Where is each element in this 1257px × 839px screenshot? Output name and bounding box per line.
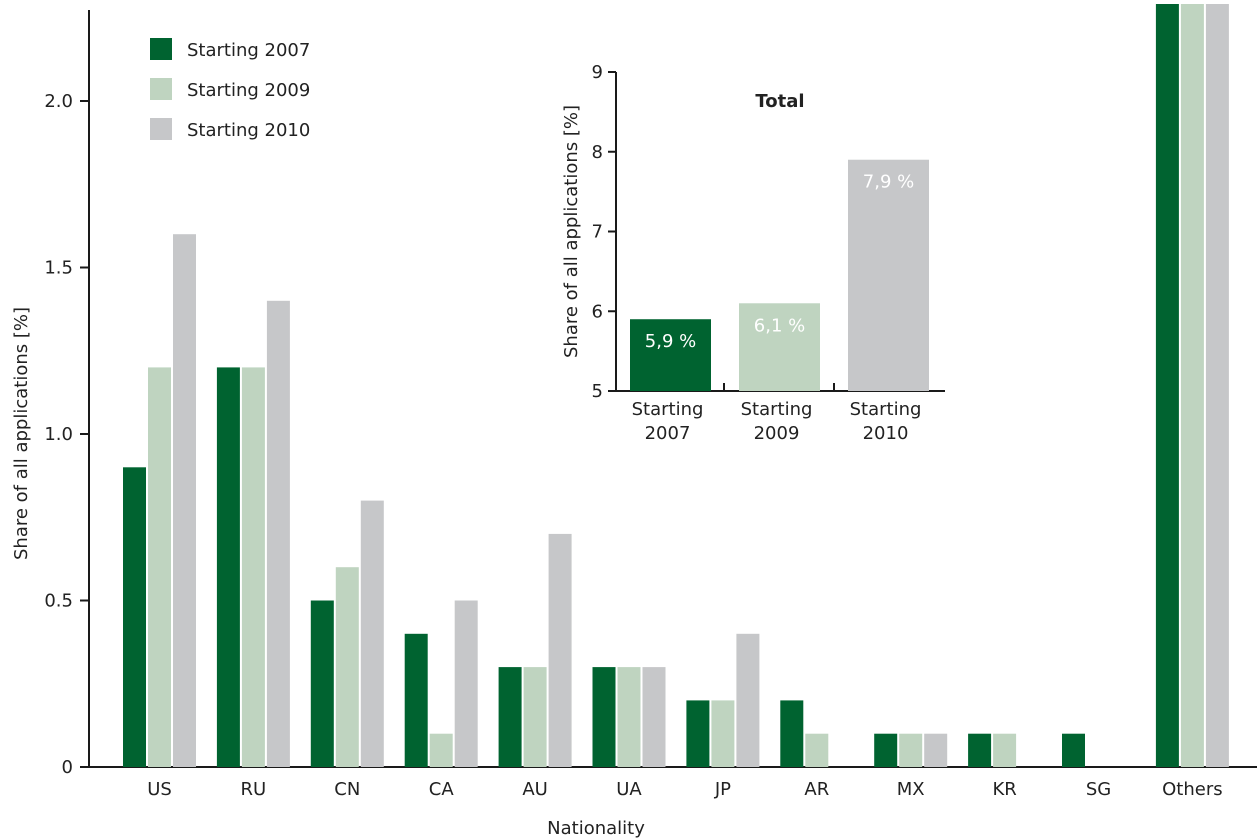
x-tick-label: JP [714, 779, 731, 800]
bar [780, 700, 804, 767]
inset-y-tick-label: 5 [592, 381, 603, 402]
bar [241, 367, 265, 767]
bar [173, 234, 196, 767]
bar-group-ua [592, 667, 666, 767]
bar [360, 500, 384, 767]
x-tick-label: Others [1162, 779, 1223, 800]
y-tick-label: 0 [62, 757, 73, 778]
inset-x-tick-label: 2010 [863, 423, 909, 444]
x-tick-label: SG [1086, 779, 1111, 800]
bar [266, 300, 290, 767]
bar-group-ru [216, 300, 290, 767]
inset-bar [630, 319, 711, 391]
bar [642, 667, 666, 767]
bar-group-cn [310, 500, 384, 767]
bar-group-us [123, 234, 196, 767]
bar-group-kr [968, 733, 1017, 767]
inset-x-tick-label: 2009 [754, 423, 800, 444]
bar [1155, 4, 1179, 767]
x-tick-label: UA [616, 779, 642, 800]
bar [498, 667, 522, 767]
inset-y-tick-label: 7 [592, 222, 603, 243]
bar-group-others [1155, 4, 1229, 767]
bar [335, 567, 359, 767]
bar [617, 667, 641, 767]
bar [1062, 733, 1085, 767]
bar [429, 733, 453, 767]
bar-group-sg [1062, 733, 1085, 767]
inset-chart: 5 6 7 8 9 Share of all applications [%] Total 5… [561, 62, 945, 444]
inset-data-label: 6,1 % [754, 315, 805, 336]
inset-data-label: 7,9 % [863, 172, 914, 193]
legend-swatch [150, 38, 172, 60]
bar-group-ar [780, 700, 829, 767]
y-tick-label: 2.0 [44, 91, 73, 112]
inset-y-tick-label: 6 [592, 301, 603, 322]
bar [523, 667, 547, 767]
inset-y-tick-label: 8 [592, 142, 603, 163]
y-tick-label: 1.5 [44, 258, 73, 279]
legend-swatch [150, 78, 172, 100]
bar [1205, 4, 1229, 767]
legend-swatch [150, 118, 172, 140]
bar-group-au [498, 533, 572, 767]
bar [310, 600, 334, 767]
bar [968, 733, 992, 767]
bar [548, 533, 572, 767]
bar [592, 667, 616, 767]
inset-y-tick-label: 9 [592, 62, 603, 83]
x-tick-label: AR [804, 779, 829, 800]
bar-group-mx [874, 733, 948, 767]
y-tick-label: 0.5 [44, 591, 73, 612]
bar [874, 733, 898, 767]
bar [404, 633, 428, 767]
y-axis-title: Share of all applications [%] [11, 307, 32, 560]
bar [123, 467, 146, 767]
bar [711, 700, 735, 767]
x-axis-title: Nationality [547, 818, 645, 839]
x-tick-label: AU [522, 779, 548, 800]
inset-data-label: 5,9 % [645, 331, 696, 352]
inset-x-tick-label: 2007 [645, 423, 691, 444]
inset-x-tick-label: Starting [741, 399, 813, 420]
bar [993, 733, 1017, 767]
inset-bar [848, 159, 929, 391]
x-tick-label: CN [334, 779, 360, 800]
bar [899, 733, 923, 767]
x-tick-label: US [147, 779, 172, 800]
x-tick-label: KR [992, 779, 1016, 800]
x-tick-label: CA [429, 779, 455, 800]
legend-label: Starting 2009 [187, 80, 310, 101]
legend-label: Starting 2010 [187, 120, 310, 141]
inset-x-tick-label: Starting [632, 399, 704, 420]
x-tick-label: RU [241, 779, 267, 800]
bar [736, 633, 760, 767]
inset-bar [739, 303, 820, 391]
bar [454, 600, 478, 767]
y-tick-label: 1.0 [44, 424, 73, 445]
bar [1180, 4, 1204, 767]
bar [805, 733, 829, 767]
x-tick-label: MX [897, 779, 925, 800]
inset-title: Total [755, 91, 804, 112]
inset-x-tick-label: Starting [850, 399, 922, 420]
bar [216, 367, 240, 767]
bar [686, 700, 710, 767]
bar-group-ca [404, 600, 478, 767]
bar-group-jp [686, 633, 760, 767]
bar [924, 733, 948, 767]
bar [148, 367, 171, 767]
inset-y-axis-title: Share of all applications [%] [561, 105, 582, 358]
legend-label: Starting 2007 [187, 40, 310, 61]
